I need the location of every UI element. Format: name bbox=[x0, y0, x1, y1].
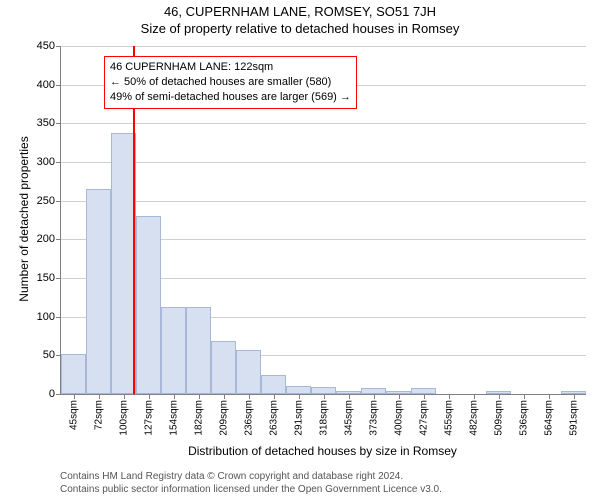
annotation-line2: ← 50% of detached houses are smaller (58… bbox=[110, 75, 351, 90]
annotation-line1: 46 CUPERNHAM LANE: 122sqm bbox=[110, 60, 351, 75]
x-tick bbox=[149, 394, 150, 399]
annotation-box: 46 CUPERNHAM LANE: 122sqm ← 50% of detac… bbox=[104, 56, 357, 109]
y-tick bbox=[56, 239, 61, 240]
x-tick-label: 318sqm bbox=[318, 400, 329, 436]
x-tick-label: 482sqm bbox=[468, 400, 479, 436]
x-tick-label: 236sqm bbox=[243, 400, 254, 436]
chart-container: 46, CUPERNHAM LANE, ROMSEY, SO51 7JH Siz… bbox=[0, 4, 600, 504]
gridline bbox=[61, 46, 586, 47]
y-tick bbox=[56, 317, 61, 318]
y-tick bbox=[56, 278, 61, 279]
footer-line2: Contains public sector information licen… bbox=[60, 483, 442, 496]
histogram-bar bbox=[61, 354, 86, 394]
x-tick-label: 72sqm bbox=[93, 400, 104, 430]
y-tick bbox=[56, 394, 61, 395]
chart-title-main: 46, CUPERNHAM LANE, ROMSEY, SO51 7JH bbox=[0, 4, 600, 19]
x-tick-label: 536sqm bbox=[518, 400, 529, 436]
gridline bbox=[61, 123, 586, 124]
x-tick bbox=[249, 394, 250, 399]
x-tick bbox=[449, 394, 450, 399]
histogram-bar bbox=[236, 350, 261, 394]
annotation-line3: 49% of semi-detached houses are larger (… bbox=[110, 90, 351, 105]
x-tick-label: 100sqm bbox=[118, 400, 129, 436]
x-tick-label: 373sqm bbox=[368, 400, 379, 436]
x-tick-label: 45sqm bbox=[68, 400, 79, 430]
y-tick-label: 400 bbox=[37, 79, 55, 91]
gridline bbox=[61, 201, 586, 202]
x-tick-label: 509sqm bbox=[493, 400, 504, 436]
x-axis-label: Distribution of detached houses by size … bbox=[60, 444, 585, 458]
x-tick-label: 345sqm bbox=[343, 400, 354, 436]
x-tick-label: 291sqm bbox=[293, 400, 304, 436]
y-tick bbox=[56, 355, 61, 356]
x-tick bbox=[474, 394, 475, 399]
gridline bbox=[61, 162, 586, 163]
x-tick-label: 182sqm bbox=[193, 400, 204, 436]
x-tick-label: 209sqm bbox=[218, 400, 229, 436]
x-tick bbox=[424, 394, 425, 399]
x-tick bbox=[74, 394, 75, 399]
histogram-bar bbox=[311, 387, 336, 394]
x-tick-label: 400sqm bbox=[393, 400, 404, 436]
histogram-bar bbox=[261, 375, 286, 394]
y-tick bbox=[56, 123, 61, 124]
x-tick bbox=[349, 394, 350, 399]
x-tick bbox=[399, 394, 400, 399]
histogram-bar bbox=[86, 189, 111, 394]
footer-text: Contains HM Land Registry data © Crown c… bbox=[60, 470, 442, 496]
x-tick-label: 427sqm bbox=[418, 400, 429, 436]
y-tick bbox=[56, 85, 61, 86]
y-tick bbox=[56, 162, 61, 163]
y-tick-label: 150 bbox=[37, 272, 55, 284]
x-tick bbox=[574, 394, 575, 399]
x-tick bbox=[299, 394, 300, 399]
y-axis-label: Number of detached properties bbox=[17, 119, 31, 319]
chart-title-sub: Size of property relative to detached ho… bbox=[0, 21, 600, 36]
x-tick-label: 564sqm bbox=[543, 400, 554, 436]
x-tick bbox=[224, 394, 225, 399]
y-tick-label: 300 bbox=[37, 156, 55, 168]
footer-line1: Contains HM Land Registry data © Crown c… bbox=[60, 470, 442, 483]
x-tick bbox=[374, 394, 375, 399]
histogram-bar bbox=[161, 307, 186, 394]
y-tick-label: 250 bbox=[37, 195, 55, 207]
y-tick-label: 350 bbox=[37, 117, 55, 129]
histogram-bar bbox=[136, 216, 161, 394]
histogram-bar bbox=[111, 133, 136, 394]
x-tick-label: 127sqm bbox=[143, 400, 154, 436]
x-tick-label: 263sqm bbox=[268, 400, 279, 436]
y-tick-label: 50 bbox=[43, 349, 55, 361]
histogram-bar bbox=[186, 307, 211, 394]
y-tick bbox=[56, 201, 61, 202]
x-tick bbox=[174, 394, 175, 399]
y-tick-label: 200 bbox=[37, 233, 55, 245]
x-tick bbox=[99, 394, 100, 399]
y-tick-label: 100 bbox=[37, 311, 55, 323]
x-tick bbox=[524, 394, 525, 399]
histogram-bar bbox=[286, 386, 311, 394]
x-tick-label: 591sqm bbox=[568, 400, 579, 436]
histogram-bar bbox=[211, 341, 236, 394]
x-tick bbox=[124, 394, 125, 399]
x-tick-label: 154sqm bbox=[168, 400, 179, 436]
x-tick bbox=[499, 394, 500, 399]
x-tick bbox=[549, 394, 550, 399]
x-tick bbox=[199, 394, 200, 399]
x-tick-label: 455sqm bbox=[443, 400, 454, 436]
y-tick bbox=[56, 46, 61, 47]
y-tick-label: 0 bbox=[49, 388, 55, 400]
x-tick bbox=[274, 394, 275, 399]
x-tick bbox=[324, 394, 325, 399]
y-tick-label: 450 bbox=[37, 40, 55, 52]
